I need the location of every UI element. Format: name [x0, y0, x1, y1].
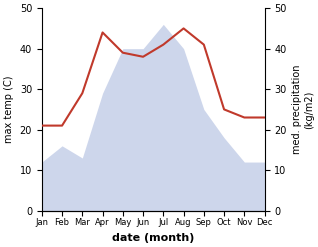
- Y-axis label: med. precipitation
(kg/m2): med. precipitation (kg/m2): [292, 65, 314, 154]
- Y-axis label: max temp (C): max temp (C): [4, 76, 14, 143]
- X-axis label: date (month): date (month): [112, 233, 194, 243]
